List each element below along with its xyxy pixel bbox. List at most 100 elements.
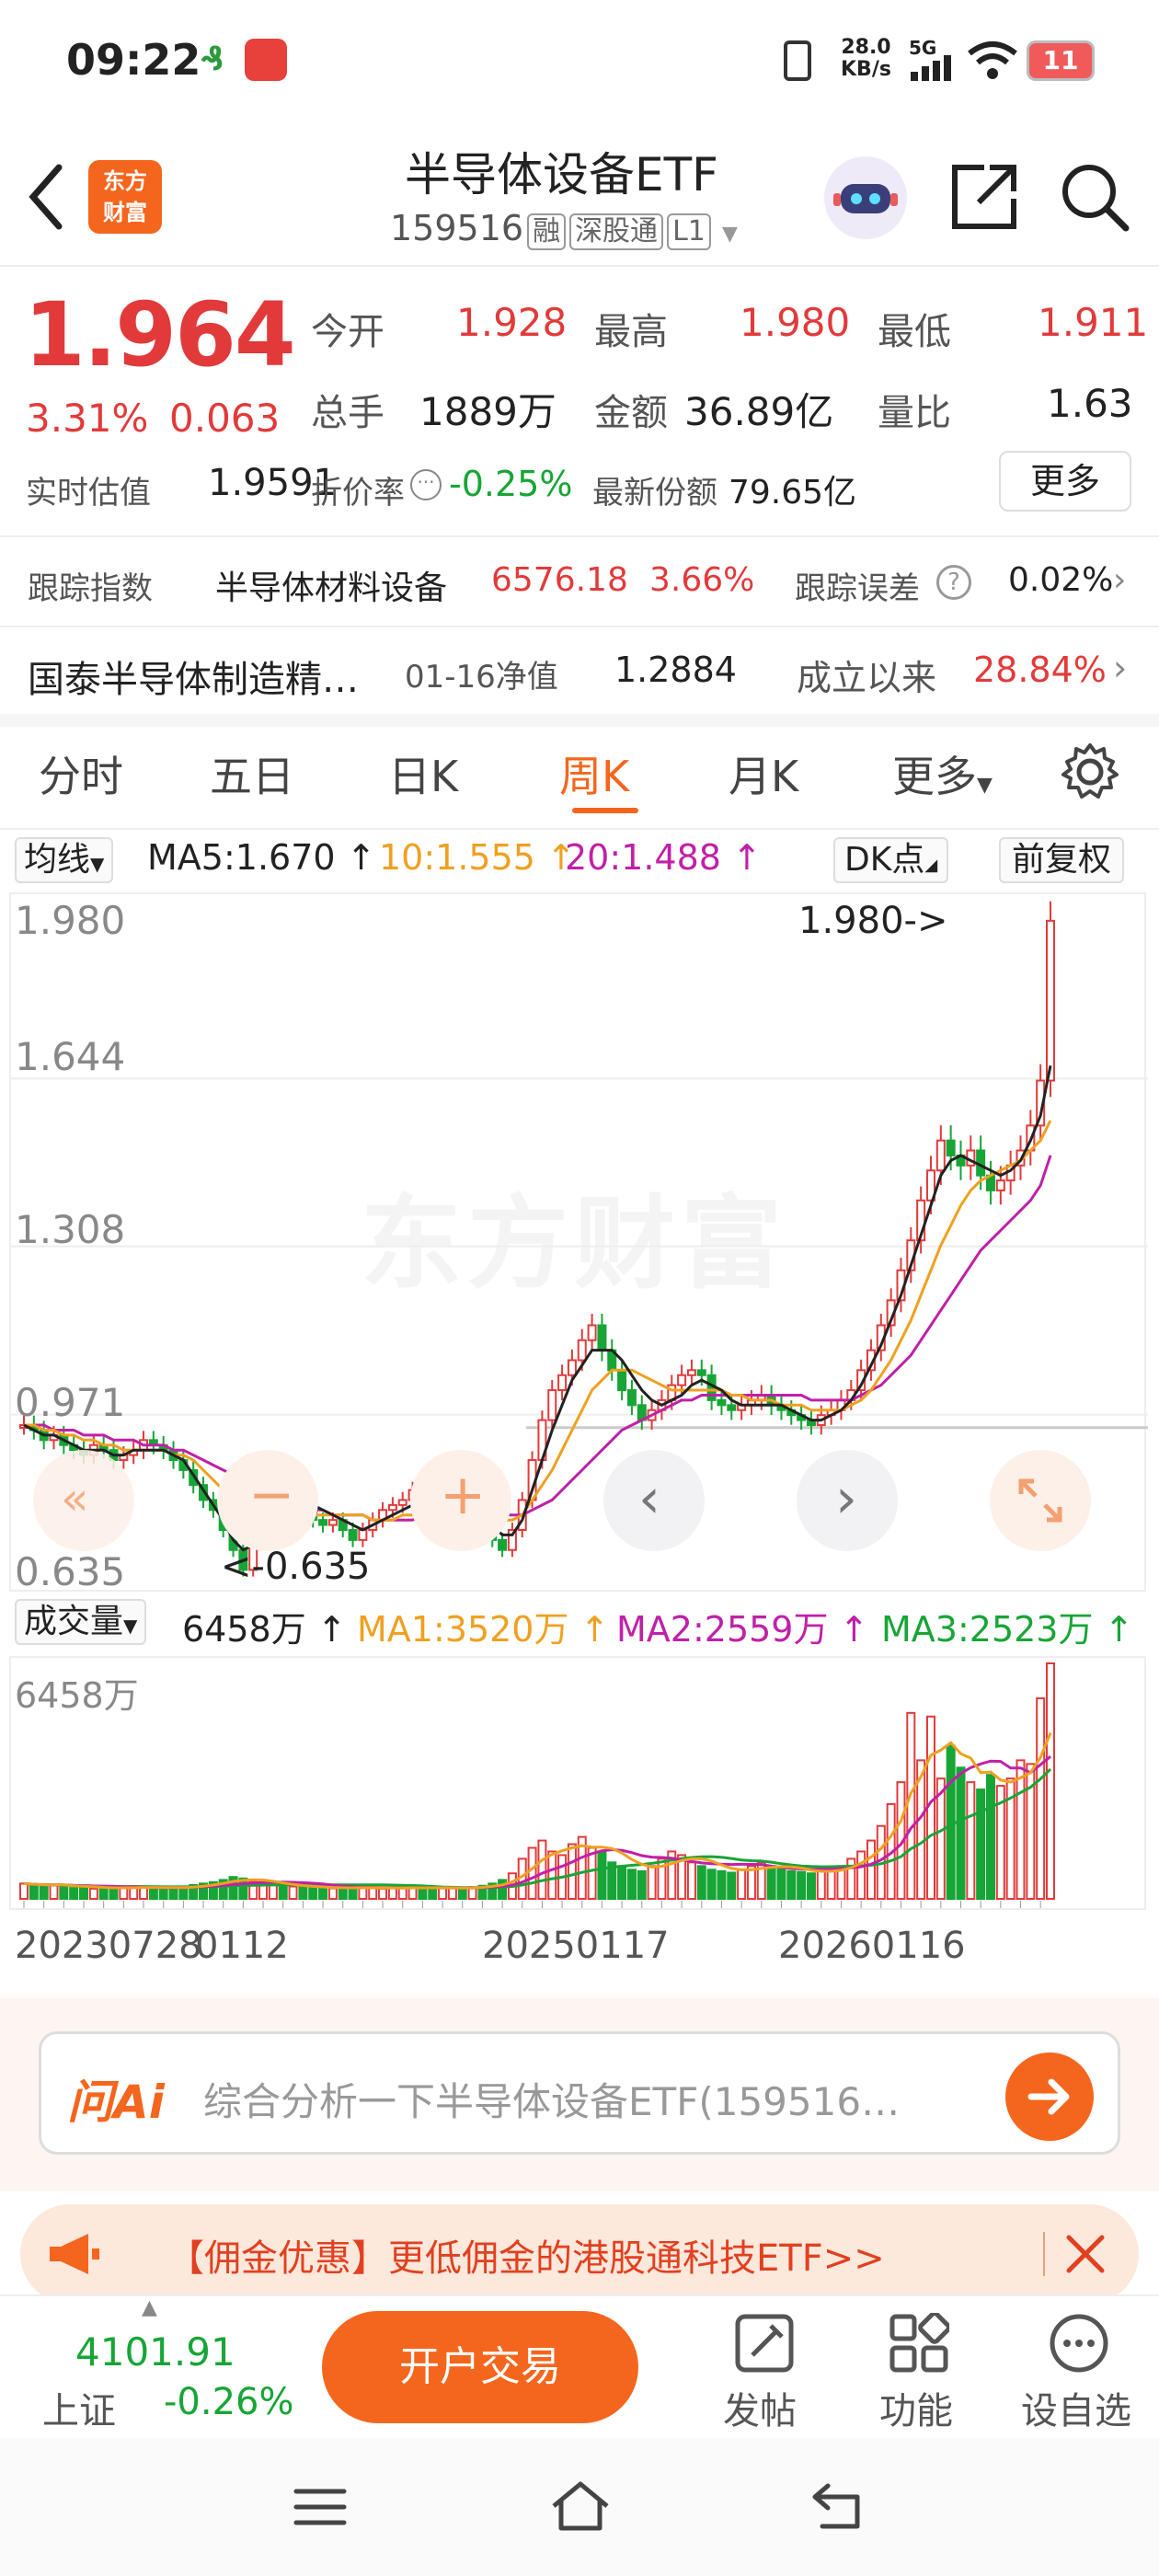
volume-bar — [647, 1865, 657, 1900]
volume-bar — [696, 1865, 706, 1900]
megaphone-icon — [50, 2234, 99, 2274]
tab-five-day[interactable]: 五日 — [210, 752, 294, 801]
nav-value: 1.2884 — [614, 650, 737, 690]
volume-bar — [418, 1887, 428, 1900]
volume-bar — [637, 1869, 647, 1901]
volume-bar — [527, 1846, 537, 1901]
scroll-left-button[interactable]: ‹ — [603, 1450, 705, 1551]
back-icon[interactable] — [809, 2480, 868, 2532]
ai-robot-icon[interactable] — [824, 156, 907, 239]
back-arrow-icon[interactable] — [24, 160, 70, 234]
candle-body — [387, 1503, 397, 1512]
high-value: 1.980 — [740, 300, 851, 345]
menu-icon[interactable] — [293, 2484, 348, 2530]
volume-indicator-select[interactable]: 成交量▼ — [15, 1599, 147, 1645]
battery-level: 11 — [1042, 45, 1079, 75]
volume-bar — [1036, 1696, 1046, 1900]
ratio-label: 量比 — [878, 392, 951, 434]
zoom-out-button[interactable]: − — [217, 1450, 318, 1551]
volume-bar — [607, 1861, 617, 1900]
ma5-legend: MA5:1.670 ↑ — [147, 837, 376, 878]
home-icon[interactable] — [548, 2478, 613, 2534]
search-icon[interactable] — [1058, 160, 1131, 234]
chevron-right-icon: › — [1113, 648, 1128, 688]
dk-point-select[interactable]: DK点◢ — [833, 837, 949, 883]
volume-bar — [248, 1880, 258, 1901]
index-value: 4101.91 — [75, 2329, 235, 2375]
indicator-select[interactable]: 均线▼ — [15, 837, 114, 883]
watchlist-label: 设自选 — [1021, 2390, 1131, 2432]
candle-body — [995, 1179, 1005, 1191]
active-tab-indicator — [572, 808, 638, 813]
candle — [1046, 901, 1055, 1098]
promo-banner[interactable]: 【佣金优惠】更低佣金的港股通科技ETF>> — [20, 2204, 1139, 2304]
volume-chart[interactable]: 6458万 — [9, 1656, 1146, 1910]
app-notification-icon: ₰ — [201, 40, 224, 78]
tab-monthly-k[interactable]: 月K — [729, 752, 799, 801]
tab-more[interactable]: 更多▼ — [892, 743, 993, 804]
y-tick-4: 0.971 — [15, 1380, 126, 1425]
high-label: 最高 — [594, 311, 668, 353]
volume-bar — [797, 1870, 807, 1901]
connect-chip: 深股通 — [569, 213, 664, 250]
eastmoney-logo[interactable]: 东方 财富 — [88, 160, 162, 234]
candle — [348, 1522, 358, 1547]
watchlist-button[interactable]: 设自选 — [1016, 2309, 1144, 2432]
candle-body — [587, 1324, 597, 1341]
more-button[interactable]: 更多 — [999, 451, 1131, 512]
volume-bar — [935, 1777, 946, 1900]
battery-icon: 11 — [1027, 40, 1095, 81]
double-chevron-left-icon: « — [61, 1472, 89, 1525]
zoom-in-button[interactable]: + — [410, 1450, 511, 1551]
nav-label: 01-16净值 — [405, 659, 558, 696]
functions-label: 功能 — [879, 2390, 953, 2432]
open-account-button[interactable]: 开户交易 — [322, 2311, 638, 2423]
vol-ma1-line — [23, 1732, 1052, 1890]
volume-axis-max: 6458万 — [15, 1675, 139, 1716]
caret-up-icon: ▲ — [142, 2296, 157, 2319]
help-icon[interactable]: ? — [936, 565, 971, 600]
divider — [0, 626, 1159, 627]
scroll-right-button[interactable]: › — [797, 1450, 898, 1551]
promo-text: 【佣金优惠】更低佣金的港股通科技ETF>> — [167, 2237, 885, 2280]
ai-prompt-box[interactable]: 问Ai 综合分析一下半导体设备ETF(159516… — [39, 2031, 1120, 2155]
stock-code-row[interactable]: 159516 融深股通 L1 ▼ — [390, 208, 738, 250]
volume-bar — [378, 1887, 388, 1901]
signal-type: 5G — [909, 37, 937, 59]
functions-button[interactable]: 功能 — [868, 2309, 970, 2432]
ai-submit-button[interactable] — [1005, 2053, 1094, 2141]
y-tick-5: 0.635 — [15, 1549, 126, 1594]
post-button[interactable]: 发帖 — [714, 2309, 815, 2432]
dropdown-triangle-icon: ▼ — [123, 1615, 138, 1637]
volume-bar — [288, 1885, 298, 1900]
candle — [358, 1522, 368, 1547]
info-dots-icon[interactable]: ··· — [410, 469, 442, 500]
net-speed-unit: KB/s — [841, 58, 891, 81]
share-icon[interactable] — [947, 160, 1021, 234]
high-annotation: 1.980-> — [798, 900, 948, 942]
candle-body — [189, 1468, 199, 1487]
y-tick-2: 1.644 — [15, 1034, 126, 1079]
close-icon[interactable] — [1063, 2232, 1107, 2276]
tab-weekly-k[interactable]: 周K — [559, 752, 630, 801]
volume-bar — [268, 1883, 278, 1900]
status-bar: 09:22 ₰ 28.0 KB/s 5G 11 — [0, 0, 1159, 129]
gear-icon[interactable] — [1060, 742, 1120, 802]
tracking-error-value: 0.02% — [1008, 561, 1114, 599]
estimate-value: 1.9591 — [208, 462, 337, 504]
ma5-line — [23, 1065, 1052, 1552]
kline-chart[interactable]: 东方财富 1.980 1.644 1.308 0.971 0.635 1.980… — [9, 892, 1148, 1594]
volume-bar — [856, 1850, 866, 1900]
scroll-start-button[interactable]: « — [33, 1450, 134, 1551]
adjust-select[interactable]: 前复权 — [999, 837, 1125, 883]
candle-body — [557, 1374, 568, 1392]
vibrate-icon — [784, 40, 811, 81]
volume-bar — [976, 1788, 986, 1900]
volume-bar — [49, 1883, 59, 1900]
fullscreen-button[interactable] — [990, 1450, 1091, 1551]
net-speed-value: 28.0 — [841, 36, 891, 59]
stock-code: 159516 — [390, 208, 524, 248]
chevron-right-icon: › — [835, 1466, 857, 1531]
tab-daily-k[interactable]: 日K — [388, 752, 459, 801]
tab-intraday[interactable]: 分时 — [39, 752, 123, 801]
